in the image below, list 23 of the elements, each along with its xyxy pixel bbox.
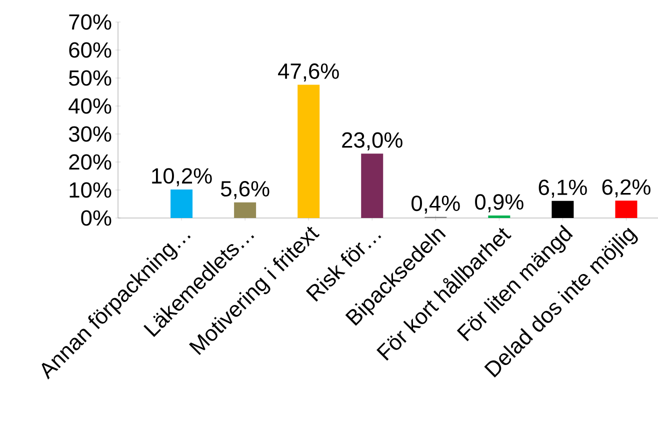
- y-tick-label: 40%: [68, 98, 112, 114]
- y-tick-label: 30%: [68, 126, 112, 142]
- bar: [298, 84, 320, 218]
- y-tick-label: 60%: [69, 42, 112, 58]
- data-label: 23,0%: [342, 132, 402, 150]
- y-tick-label: 70%: [69, 14, 112, 30]
- data-label: 5,6%: [220, 181, 270, 200]
- bar: [170, 189, 193, 218]
- y-tick-label: 50%: [68, 70, 112, 86]
- data-label: 10,2%: [152, 168, 212, 186]
- bar: [234, 202, 256, 218]
- data-label: 0,4%: [412, 196, 460, 214]
- data-label: 6,1%: [538, 180, 587, 198]
- bar: [488, 215, 510, 218]
- bar: [552, 200, 574, 218]
- y-tick-label: 20%: [69, 154, 112, 170]
- data-label: 0,9%: [475, 194, 524, 212]
- y-tick-label: 0%: [81, 210, 112, 226]
- data-label: 6,2%: [602, 179, 650, 198]
- data-label: 47,6%: [278, 63, 339, 82]
- y-tick-label: 10%: [70, 182, 112, 198]
- bar: [361, 154, 384, 218]
- bar: [615, 200, 638, 218]
